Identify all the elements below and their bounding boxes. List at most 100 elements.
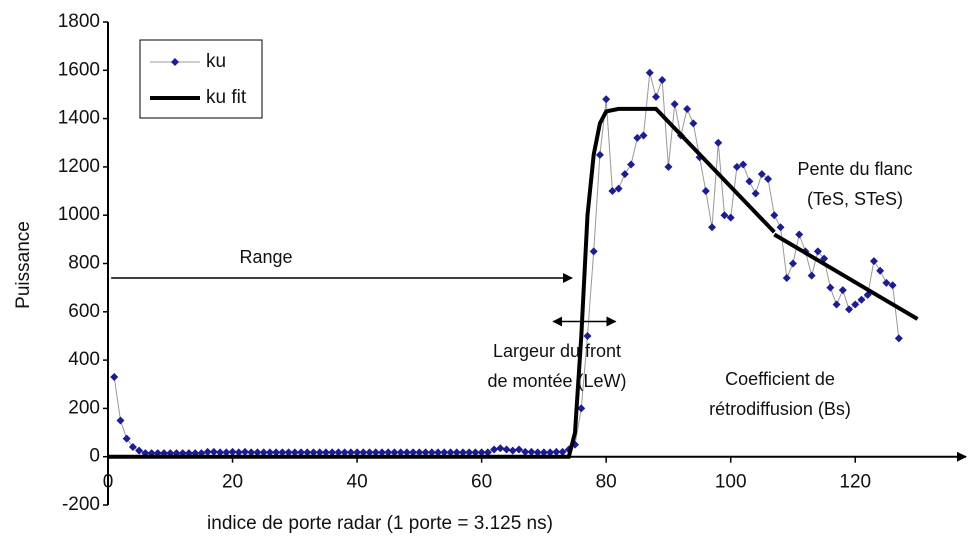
data-point — [477, 448, 486, 457]
data-point — [209, 447, 218, 456]
data-point — [739, 160, 748, 169]
y-tick-label: 600 — [68, 301, 100, 322]
data-point — [608, 187, 617, 196]
data-point — [365, 448, 374, 457]
data-point — [278, 448, 287, 457]
data-point — [471, 448, 480, 457]
data-point — [639, 131, 648, 140]
data-point — [122, 434, 131, 443]
annotation: de montée (LeW) — [487, 371, 626, 391]
x-tick-label: 80 — [596, 472, 617, 493]
data-point — [328, 448, 337, 457]
x-axis-label: indice de porte radar (1 porte = 3.125 n… — [207, 513, 553, 534]
annotation: Pente du flanc — [797, 159, 912, 179]
data-point — [409, 448, 418, 457]
annotation: Coefficient de — [725, 369, 835, 389]
data-point — [732, 162, 741, 171]
data-point — [458, 448, 467, 457]
data-point — [888, 281, 897, 290]
y-tick-label: 800 — [68, 253, 100, 274]
x-tick-label: 100 — [715, 472, 747, 493]
fit-line — [108, 106, 919, 459]
data-point — [683, 104, 692, 113]
data-point — [776, 223, 785, 232]
data-point — [253, 448, 262, 457]
data-point — [838, 286, 847, 295]
data-point — [222, 448, 231, 457]
data-point — [670, 100, 679, 109]
legend-marker — [171, 58, 179, 66]
data-point — [290, 448, 299, 457]
data-point — [627, 160, 636, 169]
data-point — [502, 445, 511, 454]
y-tick-label: 1600 — [58, 59, 100, 80]
data-point — [701, 187, 710, 196]
data-point — [346, 448, 355, 457]
data-point — [434, 448, 443, 457]
x-tick-label: 0 — [103, 472, 114, 493]
data-point — [869, 257, 878, 266]
data-point — [552, 447, 561, 456]
data-point — [757, 170, 766, 179]
data-point — [377, 448, 386, 457]
data-point — [857, 295, 866, 304]
data-point — [751, 189, 760, 198]
data-point — [483, 448, 492, 457]
data-point — [645, 68, 654, 77]
data-point — [371, 448, 380, 457]
data-point — [807, 271, 816, 280]
data-point — [334, 448, 343, 457]
data-point — [782, 273, 791, 282]
annotation: Largeur du front — [493, 341, 621, 361]
data-point — [265, 448, 274, 457]
data-point — [315, 448, 324, 457]
y-tick-label: 1200 — [58, 156, 100, 177]
data-point — [496, 444, 505, 453]
data-point — [116, 416, 125, 425]
data-point — [303, 448, 312, 457]
data-point — [527, 447, 536, 456]
data-point — [135, 446, 144, 455]
y-tick-label: 1800 — [58, 11, 100, 32]
data-point — [764, 174, 773, 183]
data-point — [402, 448, 411, 457]
data-point — [421, 448, 430, 457]
y-tick-label: 1400 — [58, 108, 100, 129]
data-point — [272, 448, 281, 457]
data-point — [595, 150, 604, 159]
legend-box — [139, 39, 263, 119]
data-point — [321, 448, 330, 457]
data-point — [539, 448, 548, 457]
data-point — [521, 447, 530, 456]
data-point — [465, 448, 474, 457]
data-point — [309, 448, 318, 457]
x-tick-label: 40 — [347, 472, 368, 493]
data-point — [452, 448, 461, 457]
data-point — [234, 448, 243, 457]
data-point — [240, 447, 249, 456]
data-point — [353, 448, 362, 457]
data-point — [546, 448, 555, 457]
data-point — [440, 448, 449, 457]
data-point — [427, 448, 436, 457]
x-tick-label: 120 — [839, 472, 871, 493]
data-point — [726, 213, 735, 222]
data-point — [340, 448, 349, 457]
data-point — [514, 445, 523, 454]
data-point — [845, 305, 854, 314]
y-tick-label: 400 — [68, 349, 100, 370]
data-point — [490, 445, 499, 454]
data-point — [882, 278, 891, 287]
data-point — [745, 177, 754, 186]
y-tick-label: -200 — [62, 494, 100, 515]
data-point — [415, 448, 424, 457]
data-point — [359, 448, 368, 457]
data-point — [203, 447, 212, 456]
data-point — [228, 447, 237, 456]
data-point — [720, 211, 729, 220]
y-tick-label: 0 — [89, 446, 100, 467]
data-point — [284, 448, 293, 457]
x-tick-label: 20 — [222, 472, 243, 493]
data-point — [558, 447, 567, 456]
y-tick-label: 1000 — [58, 204, 100, 225]
